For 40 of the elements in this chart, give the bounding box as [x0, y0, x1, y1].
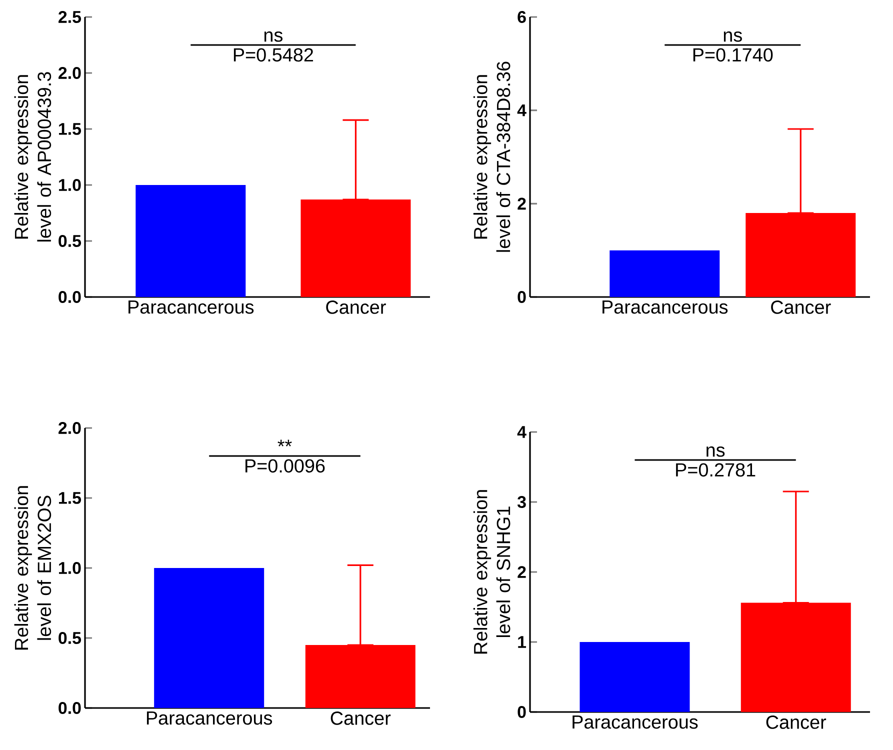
x-tick-label: Cancer: [771, 300, 831, 314]
x-tick-label: Cancer: [766, 716, 826, 729]
annotation: ns: [264, 31, 282, 42]
annotation: ns: [706, 446, 725, 457]
y-tick-label: 0.5: [58, 632, 82, 644]
x-tick-label: Paracancerous: [146, 712, 272, 725]
y-axis-title: Relative expression level of CTA-384D8.36: [473, 62, 510, 252]
annotation: P=0.2781: [676, 463, 756, 477]
x-tick-label: Cancer: [326, 300, 386, 314]
y-tick-label: 1.5: [59, 492, 82, 504]
x-tick-label: Paracancerous: [128, 300, 254, 314]
y-axis-title: Relative expression level of AP000439.3: [14, 72, 52, 242]
y-tick-label: 2: [518, 566, 526, 578]
y-tick-label: 6: [518, 10, 526, 23]
y-tick-label: 4: [517, 426, 526, 438]
x-tick-label: Cancer: [330, 712, 391, 725]
y-tick-label: 1.5: [59, 123, 82, 135]
annotation: **: [278, 440, 292, 446]
y-tick-label: 0: [518, 706, 526, 718]
annotation: P=0.1740: [693, 48, 773, 62]
x-tick-label: Paracancerous: [602, 300, 728, 314]
y-tick-label: 0: [518, 290, 526, 303]
y-tick-label: 1.0: [59, 562, 81, 574]
y-tick-label: 3: [517, 496, 526, 508]
annotation: ns: [724, 31, 742, 42]
y-tick-label: 2: [518, 198, 526, 210]
annotation: P=0.5482: [234, 48, 314, 62]
annotation: P=0.0096: [246, 459, 325, 473]
y-tick-label: 2.0: [58, 66, 81, 79]
y-tick-label: 0.0: [58, 702, 81, 714]
y-tick-label: 1: [518, 636, 526, 648]
x-tick-label: Paracancerous: [572, 716, 698, 729]
y-tick-label: 0.0: [58, 290, 81, 303]
y-tick-label: 4: [517, 104, 526, 116]
y-tick-label: 2.5: [58, 10, 82, 23]
y-tick-label: 2.0: [58, 422, 81, 434]
y-tick-label: 0.5: [58, 234, 82, 247]
y-tick-label: 1.0: [59, 178, 81, 191]
y-axis-title: Relative expression level of EMX2OS: [14, 486, 52, 650]
y-axis-title: Relative expression level of SNHG1: [473, 490, 510, 654]
